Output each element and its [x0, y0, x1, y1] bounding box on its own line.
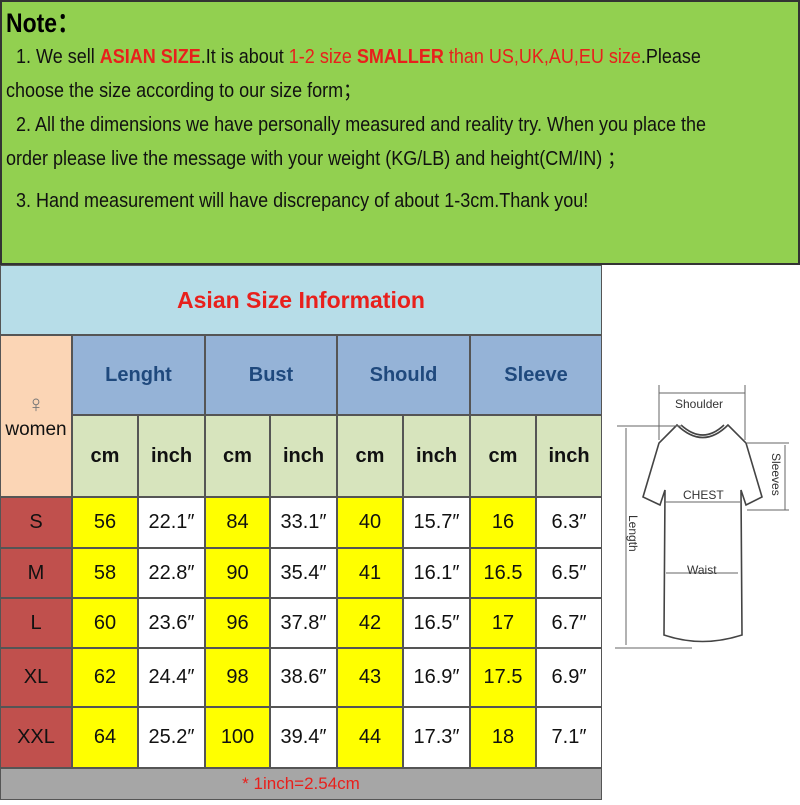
table-cell: 7.1″: [536, 707, 602, 768]
gender-cell: ♀ women: [0, 335, 72, 497]
size-label: XL: [0, 648, 72, 707]
table-cell: 22.8″: [138, 548, 205, 598]
table-cell: 15.7″: [403, 497, 470, 548]
note-line-2-cont: order please live the message with your …: [6, 148, 626, 170]
waist-label: Waist: [687, 563, 717, 577]
column-header: Sleeve: [470, 335, 602, 415]
table-cell: 39.4″: [270, 707, 337, 768]
table-cell: 35.4″: [270, 548, 337, 598]
table-cell: 44: [337, 707, 403, 768]
table-cell: 41: [337, 548, 403, 598]
chest-label: CHEST: [683, 488, 724, 502]
table-cell: 40: [337, 497, 403, 548]
unit-header: cm: [337, 415, 403, 497]
tshirt-diagram-icon: Shoulder CHEST Waist Length Sleeves: [615, 385, 789, 649]
shoulder-label: Shoulder: [675, 397, 723, 411]
size-diagram: Shoulder CHEST Waist Length Sleeves: [602, 265, 800, 800]
gender-label: women: [5, 419, 67, 440]
table-cell: 17.5: [470, 648, 536, 707]
table-cell: 25.2″: [138, 707, 205, 768]
table-cell: 16: [470, 497, 536, 548]
unit-header: cm: [72, 415, 138, 497]
unit-header: cm: [205, 415, 270, 497]
table-cell: 6.9″: [536, 648, 602, 707]
column-header: Should: [337, 335, 470, 415]
note-line-1-cont: choose the size according to our size fo…: [6, 80, 362, 102]
note-line-3: 3. Hand measurement will have discrepanc…: [16, 190, 589, 212]
table-cell: 6.5″: [536, 548, 602, 598]
female-icon: ♀: [27, 391, 45, 418]
note-panel: Note： 1. We sell ASIAN SIZE.It is about …: [0, 0, 800, 265]
table-cell: 17.3″: [403, 707, 470, 768]
table-cell: 33.1″: [270, 497, 337, 548]
table-cell: 96: [205, 598, 270, 648]
unit-header: inch: [270, 415, 337, 497]
table-cell: 60: [72, 598, 138, 648]
size-label: L: [0, 598, 72, 648]
size-table: Asian Size Information ♀ women Lenght Bus…: [0, 265, 602, 800]
table-cell: 90: [205, 548, 270, 598]
table-cell: 6.7″: [536, 598, 602, 648]
table-cell: 84: [205, 497, 270, 548]
size-label: XXL: [0, 707, 72, 768]
unit-header: cm: [470, 415, 536, 497]
table-cell: 24.4″: [138, 648, 205, 707]
table-cell: 98: [205, 648, 270, 707]
table-cell: 56: [72, 497, 138, 548]
note-title: Note：: [6, 8, 80, 38]
table-cell: 16.1″: [403, 548, 470, 598]
size-label: M: [0, 548, 72, 598]
table-cell: 37.8″: [270, 598, 337, 648]
table-cell: 23.6″: [138, 598, 205, 648]
table-cell: 42: [337, 598, 403, 648]
unit-header: inch: [138, 415, 205, 497]
table-cell: 6.3″: [536, 497, 602, 548]
table-cell: 16.5: [470, 548, 536, 598]
unit-header: inch: [536, 415, 602, 497]
table-cell: 43: [337, 648, 403, 707]
table-cell: 16.9″: [403, 648, 470, 707]
footnote: * 1inch=2.54cm: [0, 768, 602, 800]
table-cell: 64: [72, 707, 138, 768]
table-cell: 58: [72, 548, 138, 598]
table-cell: 38.6″: [270, 648, 337, 707]
note-line-2: 2. All the dimensions we have personally…: [16, 114, 707, 136]
table-cell: 18: [470, 707, 536, 768]
column-header: Lenght: [72, 335, 205, 415]
table-cell: 16.5″: [403, 598, 470, 648]
table-cell: 62: [72, 648, 138, 707]
unit-header: inch: [403, 415, 470, 497]
length-label: Length: [626, 515, 640, 552]
sleeves-label: Sleeves: [769, 453, 783, 496]
table-title: Asian Size Information: [0, 265, 602, 335]
table-cell: 17: [470, 598, 536, 648]
table-cell: 100: [205, 707, 270, 768]
column-header: Bust: [205, 335, 337, 415]
note-line-1: 1. We sell ASIAN SIZE.It is about 1-2 si…: [16, 46, 701, 68]
table-cell: 22.1″: [138, 497, 205, 548]
size-label: S: [0, 497, 72, 548]
